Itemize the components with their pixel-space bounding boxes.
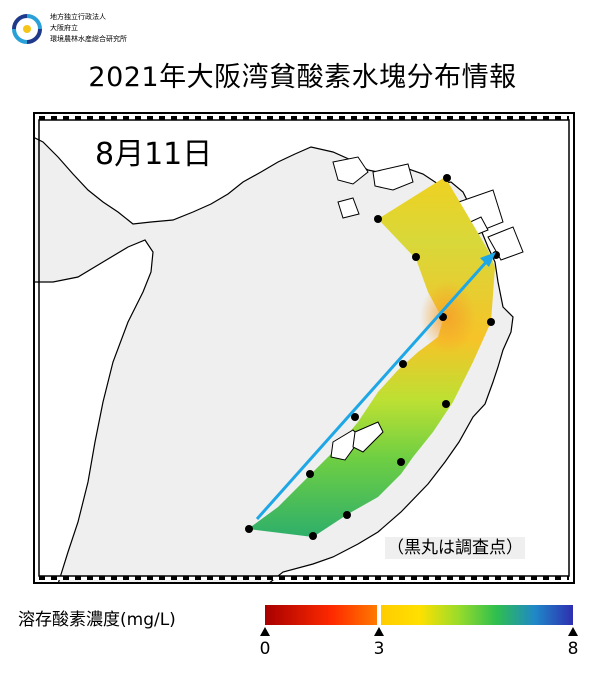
legend-colorbar <box>265 605 573 625</box>
organization-line: 大阪府立 <box>50 24 78 32</box>
color-legend: 溶存酸素濃度(mg/L) 0 3 8 <box>0 595 605 675</box>
legend-high-range <box>381 605 573 625</box>
do-distribution-area <box>248 177 495 537</box>
map-canvas <box>33 112 575 584</box>
map-frame-outer <box>33 112 575 584</box>
legend-tick-label: 8 <box>567 639 579 659</box>
map-frame-bottom-ticks <box>39 576 569 580</box>
map-frame-top-ticks <box>39 116 569 120</box>
survey-point <box>374 215 382 223</box>
survey-point <box>439 313 447 321</box>
survey-point <box>343 511 351 519</box>
survey-point <box>397 458 405 466</box>
survey-point <box>309 532 317 540</box>
legend-tick-marker <box>374 627 384 636</box>
legend-tick-label: 3 <box>373 639 385 659</box>
map-note: （黒丸は調査点） <box>385 537 525 559</box>
legend-low-range <box>265 605 377 625</box>
legend-tick-label: 0 <box>259 639 271 659</box>
mainland <box>33 112 575 584</box>
route-arrow <box>255 252 496 520</box>
survey-point <box>399 360 407 368</box>
survey-point <box>412 253 420 261</box>
survey-points <box>245 174 500 540</box>
low-oxygen-spot <box>420 281 476 353</box>
organization-name: 地方独立行政法人 大阪府立 環境農林水産総合研究所 <box>50 12 127 45</box>
organization-logo-icon <box>12 14 42 44</box>
survey-point <box>442 400 450 408</box>
survey-point <box>245 525 253 533</box>
organization-line: 地方独立行政法人 <box>50 13 106 21</box>
survey-point <box>443 174 451 182</box>
page-title: 2021年大阪湾貧酸素水塊分布情報 <box>88 62 517 93</box>
organization-line: 環境農林水産総合研究所 <box>50 35 127 43</box>
legend-tick-marker <box>568 627 578 636</box>
survey-point <box>306 470 314 478</box>
legend-tick-marker <box>260 627 270 636</box>
airport-island <box>330 421 384 461</box>
legend-title: 溶存酸素濃度(mg/L) <box>18 610 176 630</box>
awaji-island <box>33 239 154 584</box>
organization-header: 地方独立行政法人 大阪府立 環境農林水産総合研究所 <box>10 10 270 50</box>
osaka-bay-map: 8月11日 （黒丸は調査点） <box>33 112 575 584</box>
map-frame-inner <box>38 119 570 577</box>
legend-tick-markers <box>260 627 578 636</box>
survey-point <box>351 413 359 421</box>
date-label: 8月11日 <box>95 137 213 172</box>
survey-point <box>487 318 495 326</box>
